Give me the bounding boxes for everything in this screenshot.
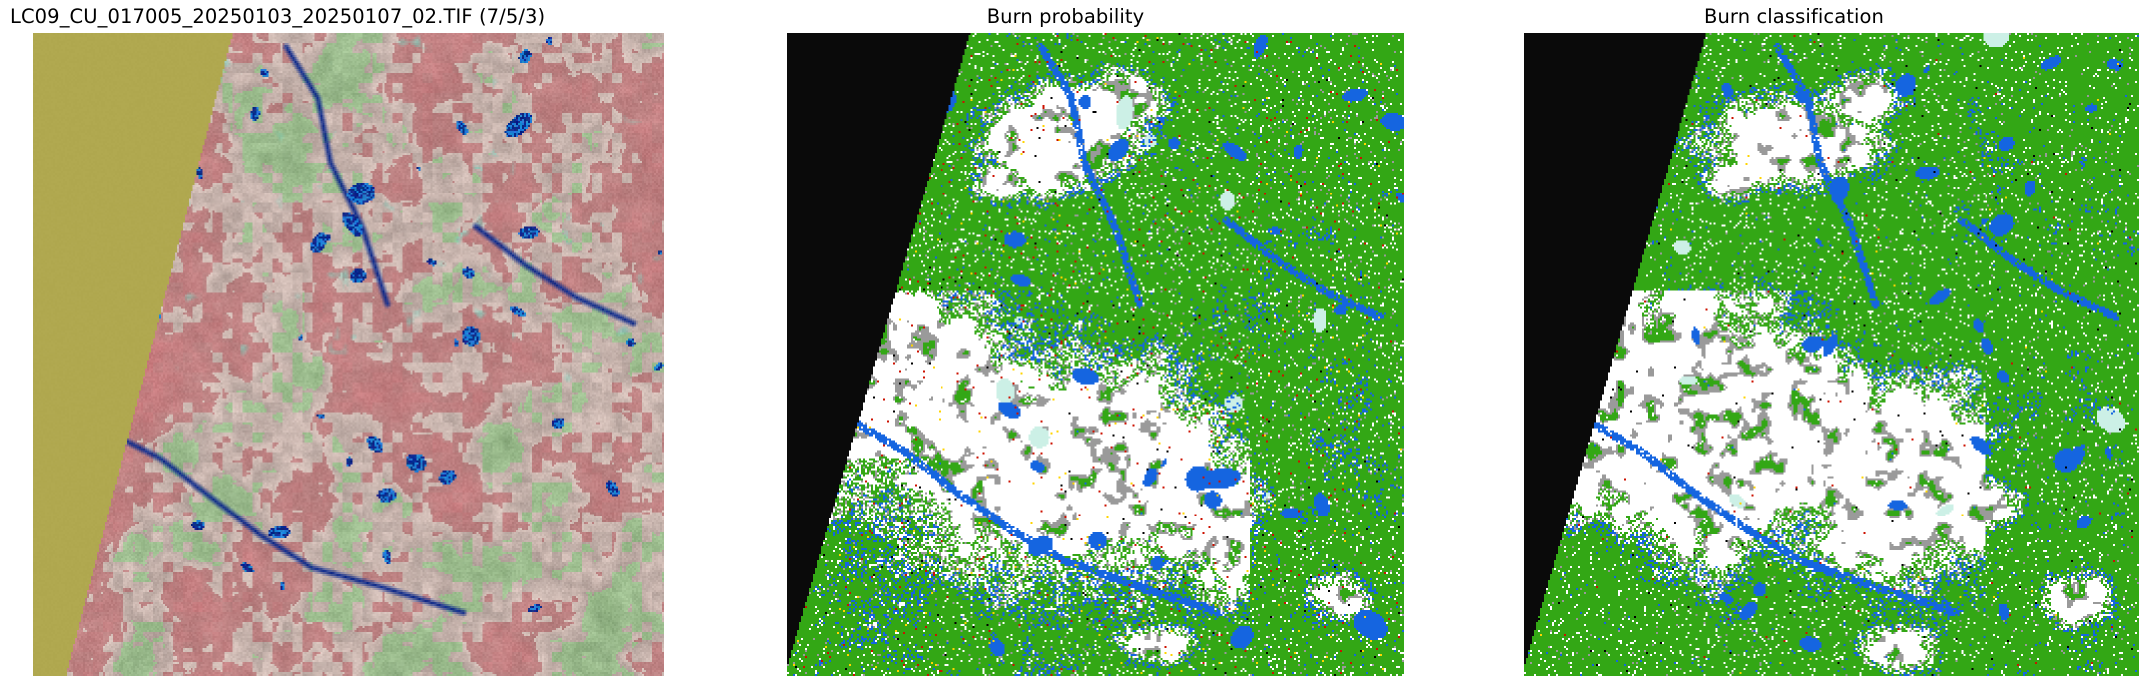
false-color-raster: [33, 33, 664, 676]
panel-burn-probability: Burn probability: [697, 0, 1434, 676]
panel-2-image[interactable]: [787, 33, 1404, 676]
panel-1-image[interactable]: [33, 33, 664, 676]
panel-2-title: Burn probability: [986, 5, 1145, 28]
panel-burn-classification: Burn classification: [1434, 0, 2154, 676]
burn-classification-raster: [1524, 33, 2139, 676]
panel-1-title: LC09_CU_017005_20250103_20250107_02.TIF …: [10, 5, 546, 28]
panel-false-color-composite: LC09_CU_017005_20250103_20250107_02.TIF …: [0, 0, 697, 676]
burn-probability-raster: [787, 33, 1404, 676]
panel-3-title: Burn classification: [1704, 5, 1884, 28]
panel-3-image[interactable]: [1524, 33, 2139, 676]
